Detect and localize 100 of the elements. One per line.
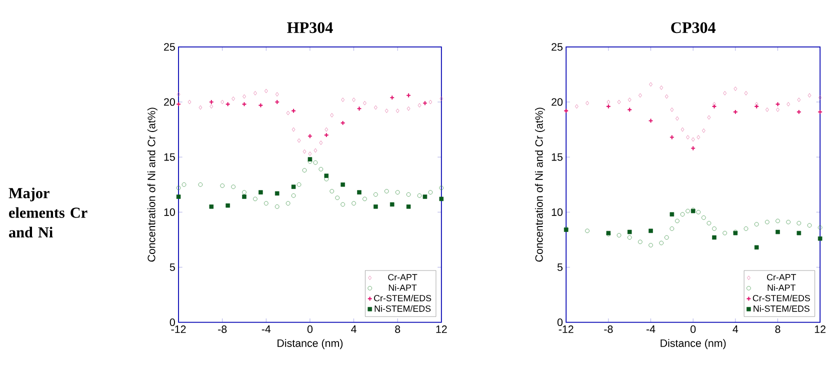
- point: [176, 186, 181, 190]
- x-tick-label: -8: [604, 325, 613, 333]
- point: [198, 105, 202, 110]
- point: [744, 90, 748, 96]
- point: [242, 194, 246, 199]
- point: [754, 102, 758, 106]
- point: [734, 86, 738, 91]
- y-tick-label: 25: [164, 43, 175, 51]
- x-tick-label: 12: [436, 325, 447, 333]
- point: [296, 182, 302, 187]
- point: [440, 96, 444, 101]
- point: [356, 106, 362, 112]
- point: [818, 236, 822, 241]
- point: [264, 201, 268, 206]
- x-tick-label: 0: [690, 325, 696, 333]
- point: [670, 108, 674, 112]
- point: [220, 184, 224, 188]
- point: [209, 204, 214, 209]
- point: [176, 92, 180, 96]
- point: [406, 204, 411, 209]
- point: [723, 90, 726, 96]
- point: [712, 235, 716, 240]
- x-tick-label: 12: [814, 325, 826, 333]
- point: [707, 115, 711, 120]
- x-tick-label: 4: [351, 325, 356, 333]
- point: [176, 194, 181, 199]
- y-axis-title: Concentration of Ni and Cr (at%): [147, 108, 158, 262]
- y-tick-label: 5: [557, 263, 563, 271]
- point: [264, 88, 268, 94]
- point: [722, 230, 727, 236]
- point: [390, 202, 394, 207]
- point: [258, 190, 263, 194]
- point: [696, 135, 700, 140]
- point: [406, 106, 410, 111]
- point: [754, 222, 759, 226]
- point: [660, 85, 664, 90]
- point: [182, 182, 186, 187]
- point: [744, 226, 748, 231]
- point: [680, 212, 685, 216]
- point: [297, 138, 301, 143]
- point: [686, 135, 690, 140]
- point: [291, 193, 296, 198]
- y-tick-label: 15: [552, 153, 563, 161]
- legend-label: Cr-STEM/EDS: [752, 294, 810, 302]
- point: [384, 189, 389, 194]
- point: [226, 203, 230, 208]
- y-tick-label: 20: [552, 98, 563, 106]
- point: [712, 226, 716, 231]
- point: [302, 168, 307, 172]
- y-tick-label: 20: [164, 98, 175, 106]
- point: [691, 137, 695, 142]
- point: [313, 160, 318, 165]
- x-tick-label: -12: [171, 325, 186, 333]
- point: [765, 220, 770, 224]
- x-tick-label: 0: [307, 325, 313, 333]
- point: [275, 92, 279, 96]
- x-axis-title: Distance (nm): [660, 339, 726, 350]
- point: [374, 204, 378, 209]
- point: [638, 93, 642, 98]
- y-tick-label: 5: [170, 263, 175, 271]
- legend-label: Ni-APT: [768, 284, 796, 291]
- point: [428, 190, 433, 194]
- x-tick-label: -8: [218, 325, 227, 333]
- point: [439, 196, 444, 201]
- point: [664, 235, 669, 240]
- point: [807, 223, 812, 228]
- point: [627, 235, 632, 240]
- point: [352, 98, 356, 102]
- point: [648, 228, 653, 233]
- point: [586, 100, 589, 106]
- point: [291, 184, 296, 189]
- point: [575, 104, 578, 108]
- point: [617, 100, 621, 104]
- point: [796, 220, 802, 226]
- text: Major elements Cr and Ni: [8, 188, 88, 238]
- y-tick-label: 10: [552, 208, 563, 216]
- point: [428, 100, 432, 104]
- y-tick-label: 25: [552, 43, 563, 51]
- point: [775, 102, 780, 107]
- point: [754, 245, 759, 250]
- y-tick-label: 0: [557, 318, 563, 326]
- point: [374, 192, 378, 197]
- point: [670, 226, 674, 231]
- point: [776, 230, 780, 234]
- chart-title: HP304: [287, 22, 333, 34]
- point: [669, 134, 674, 140]
- chart-title: CP304: [671, 22, 716, 34]
- point: [786, 220, 790, 224]
- point: [198, 182, 203, 187]
- point: [274, 204, 280, 209]
- point: [324, 127, 328, 132]
- point: [796, 230, 802, 236]
- point: [357, 190, 362, 194]
- point: [396, 108, 400, 113]
- legend-label: Ni-APT: [388, 284, 417, 291]
- point: [702, 215, 706, 220]
- point: [680, 127, 684, 132]
- point: [286, 201, 290, 206]
- point: [406, 192, 411, 197]
- point: [628, 98, 632, 102]
